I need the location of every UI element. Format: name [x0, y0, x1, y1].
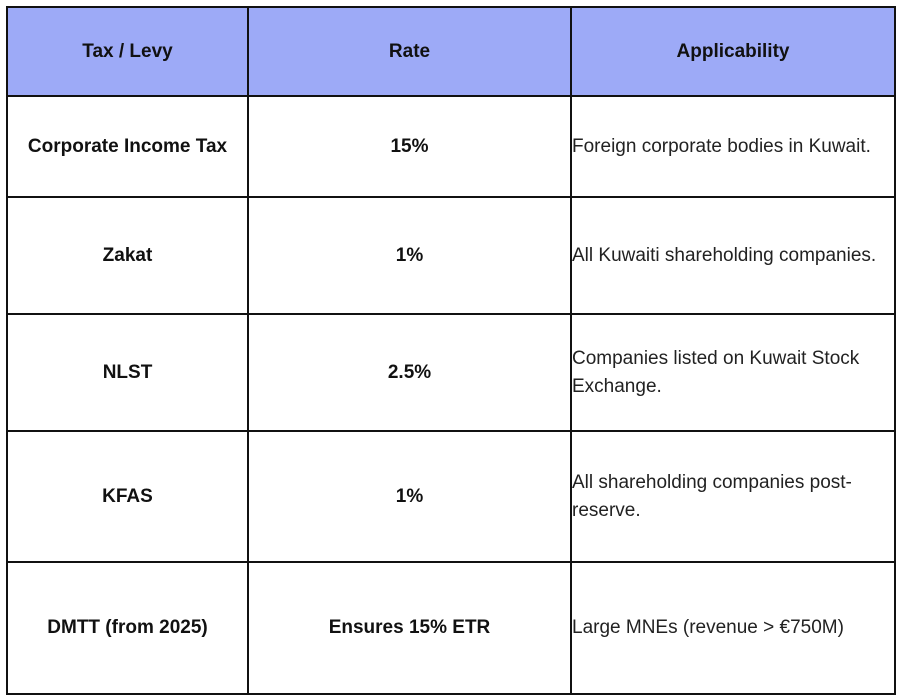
applicability-cell: Companies listed on Kuwait Stock Exchang… — [570, 313, 896, 432]
table-row: NLST 2.5% Companies listed on Kuwait Sto… — [6, 313, 896, 432]
table-row: Zakat 1% All Kuwaiti shareholding compan… — [6, 196, 896, 315]
tax-name-cell: KFAS — [6, 430, 249, 563]
table-row: DMTT (from 2025) Ensures 15% ETR Large M… — [6, 561, 896, 695]
rate-cell: 15% — [247, 95, 572, 198]
table-row: Corporate Income Tax 15% Foreign corpora… — [6, 95, 896, 198]
tax-name-cell: NLST — [6, 313, 249, 432]
applicability-cell: All shareholding companies post-reserve. — [570, 430, 896, 563]
rate-cell: Ensures 15% ETR — [247, 561, 572, 695]
tax-name-cell: DMTT (from 2025) — [6, 561, 249, 695]
header-rate: Rate — [247, 6, 572, 97]
header-tax-levy: Tax / Levy — [6, 6, 249, 97]
applicability-cell: Large MNEs (revenue > €750M) — [570, 561, 896, 695]
rate-cell: 2.5% — [247, 313, 572, 432]
rate-cell: 1% — [247, 430, 572, 563]
tax-levy-table: Tax / Levy Rate Applicability Corporate … — [6, 6, 896, 695]
applicability-cell: All Kuwaiti shareholding companies. — [570, 196, 896, 315]
tax-name-cell: Corporate Income Tax — [6, 95, 249, 198]
rate-cell: 1% — [247, 196, 572, 315]
table-header: Tax / Levy Rate Applicability — [6, 6, 896, 97]
table-body: Corporate Income Tax 15% Foreign corpora… — [6, 95, 896, 695]
header-row: Tax / Levy Rate Applicability — [6, 6, 896, 97]
table-row: KFAS 1% All shareholding companies post-… — [6, 430, 896, 563]
header-applicability: Applicability — [570, 6, 896, 97]
tax-name-cell: Zakat — [6, 196, 249, 315]
applicability-cell: Foreign corporate bodies in Kuwait. — [570, 95, 896, 198]
